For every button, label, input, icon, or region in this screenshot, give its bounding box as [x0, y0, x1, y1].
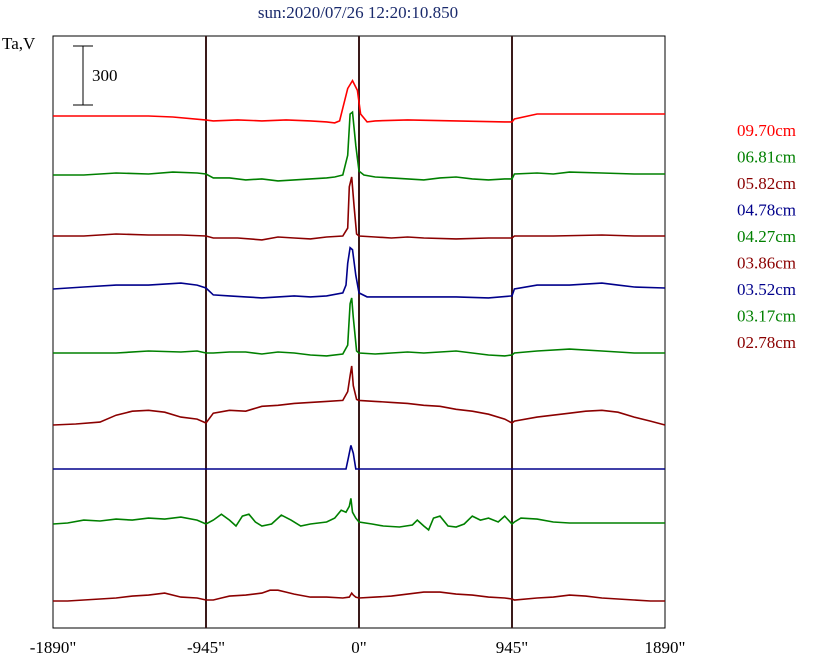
- series-line-03.52cm: [53, 445, 665, 470]
- legend: 09.70cm 06.81cm 05.82cm 04.78cm 04.27cm 03.86…: [737, 121, 796, 352]
- legend-entry-03.86cm: 03.86cm: [737, 254, 796, 273]
- x-tick-label: -945": [187, 638, 225, 657]
- chart-title: sun:2020/07/26 12:20:10.850: [258, 3, 458, 22]
- legend-entry-04.78cm: 04.78cm: [737, 201, 796, 220]
- series-line-04.27cm: [53, 297, 665, 357]
- y-axis-label: Ta,V: [2, 34, 36, 53]
- scale-bar: 300: [73, 45, 118, 106]
- vertical-reference-lines: [205, 36, 513, 628]
- x-tick-label: 945": [496, 638, 528, 657]
- series-group: [52, 78, 666, 602]
- series-line-09.70cm: [53, 78, 665, 124]
- legend-entry-09.70cm: 09.70cm: [737, 121, 796, 140]
- series-line-02.78cm: [53, 589, 665, 602]
- series-line-04.78cm: [52, 246, 666, 299]
- series-line-03.17cm: [52, 498, 665, 532]
- legend-entry-03.17cm: 03.17cm: [737, 307, 796, 326]
- legend-entry-02.78cm: 02.78cm: [737, 333, 796, 352]
- x-tick-label: 1890": [645, 638, 686, 657]
- legend-entry-06.81cm: 06.81cm: [737, 148, 796, 167]
- legend-entry-05.82cm: 05.82cm: [737, 174, 796, 193]
- x-tick-labels: -1890" -945" 0" 945" 1890": [30, 638, 686, 657]
- series-line-03.86cm: [52, 365, 666, 426]
- x-tick-label: 0": [351, 638, 366, 657]
- scale-bar-label: 300: [92, 66, 118, 85]
- x-tick-label: -1890": [30, 638, 77, 657]
- legend-entry-04.27cm: 04.27cm: [737, 227, 796, 246]
- legend-entry-03.52cm: 03.52cm: [737, 280, 796, 299]
- series-line-05.82cm: [53, 176, 665, 241]
- series-line-06.81cm: [53, 110, 665, 182]
